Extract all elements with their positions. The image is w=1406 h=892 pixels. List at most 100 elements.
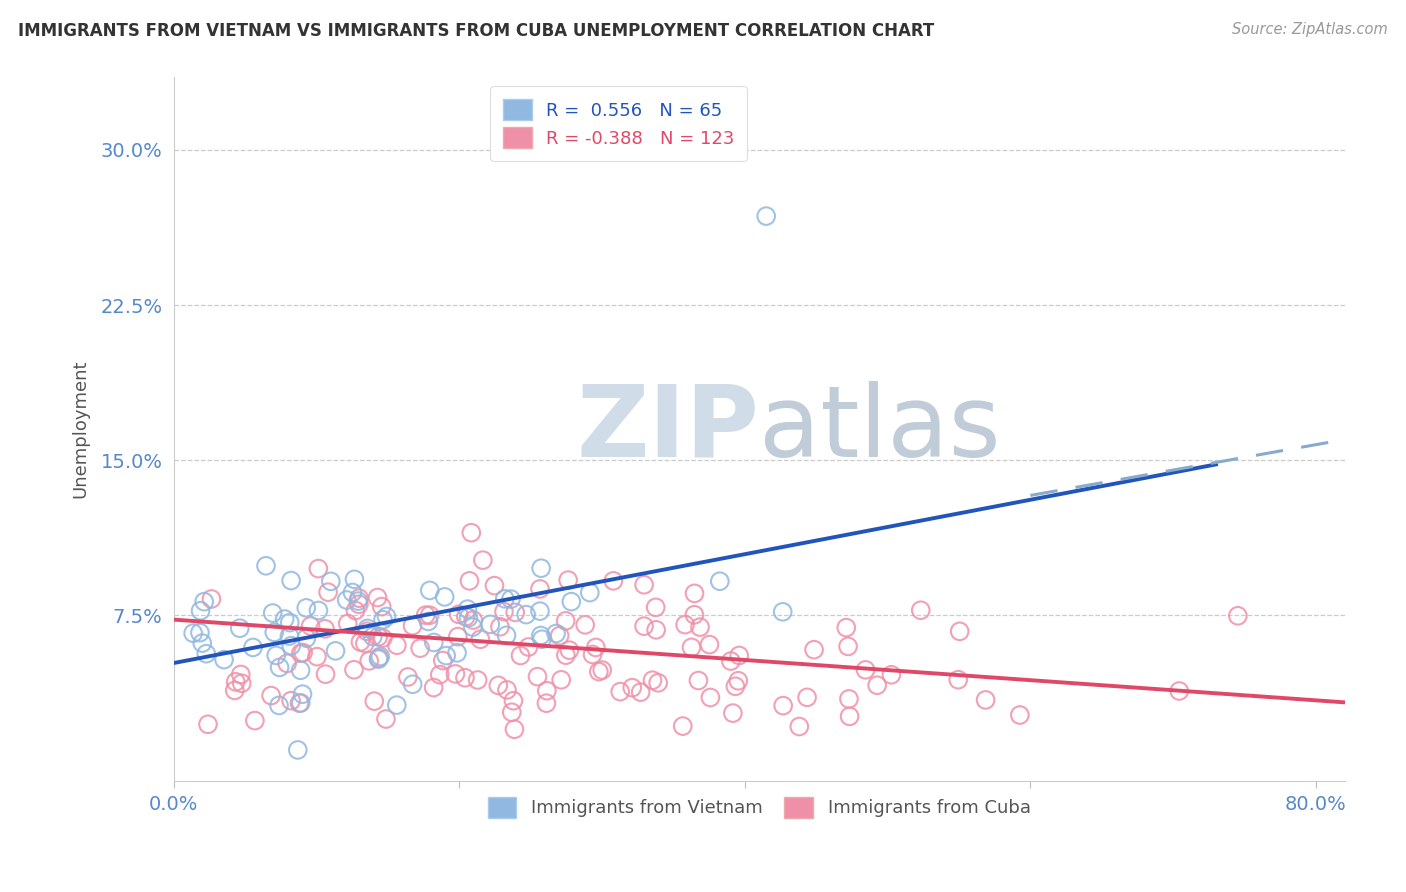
Point <box>630 685 652 699</box>
Point <box>647 675 669 690</box>
Point <box>457 602 479 616</box>
Point <box>486 678 509 692</box>
Point <box>720 654 742 668</box>
Point <box>499 592 522 607</box>
Point <box>264 648 287 663</box>
Point <box>554 614 576 628</box>
Point <box>641 673 664 688</box>
Point <box>307 561 329 575</box>
Point <box>672 719 695 733</box>
Point <box>347 597 370 611</box>
Point <box>299 619 322 633</box>
Point <box>444 666 467 681</box>
Point <box>368 651 391 665</box>
Point <box>367 652 389 666</box>
Point <box>530 561 553 575</box>
Point <box>280 694 302 708</box>
Point <box>835 621 858 635</box>
Point <box>396 670 419 684</box>
Point <box>197 717 219 731</box>
Point <box>368 649 391 664</box>
Point <box>460 525 482 540</box>
Point <box>385 698 408 712</box>
Point <box>243 714 266 728</box>
Point <box>554 648 576 663</box>
Point <box>536 696 558 710</box>
Point <box>188 625 211 640</box>
Point <box>689 620 711 634</box>
Point <box>673 617 696 632</box>
Point <box>315 667 337 681</box>
Point <box>454 671 477 685</box>
Point <box>721 706 744 720</box>
Point <box>492 605 515 619</box>
Point <box>418 615 440 629</box>
Point <box>375 609 398 624</box>
Point <box>195 647 218 661</box>
Point <box>509 648 531 663</box>
Point <box>724 679 747 693</box>
Point <box>588 665 610 679</box>
Point <box>727 673 749 688</box>
Point <box>699 638 721 652</box>
Point <box>359 654 381 668</box>
Point <box>530 628 553 642</box>
Point <box>288 696 311 710</box>
Point <box>803 642 825 657</box>
Point <box>501 705 523 719</box>
Point <box>371 613 394 627</box>
Point <box>621 681 644 695</box>
Point <box>1008 708 1031 723</box>
Point <box>529 604 551 618</box>
Point <box>579 585 602 599</box>
Point <box>280 639 302 653</box>
Point <box>409 641 432 656</box>
Point <box>517 640 540 654</box>
Point <box>273 612 295 626</box>
Point <box>423 635 446 649</box>
Point <box>502 694 524 708</box>
Point <box>772 698 794 713</box>
Point <box>457 610 479 624</box>
Point <box>546 626 568 640</box>
Point <box>550 673 572 687</box>
Point <box>463 613 485 627</box>
Point <box>290 663 312 677</box>
Point <box>347 591 370 606</box>
Point <box>190 604 212 618</box>
Point <box>688 673 710 688</box>
Point <box>254 558 277 573</box>
Point <box>1168 684 1191 698</box>
Point <box>269 660 291 674</box>
Point <box>280 574 302 588</box>
Point <box>838 692 860 706</box>
Point <box>496 682 519 697</box>
Point <box>342 585 364 599</box>
Point <box>699 690 721 705</box>
Point <box>191 636 214 650</box>
Point <box>574 617 596 632</box>
Point <box>343 663 366 677</box>
Point <box>415 608 437 623</box>
Point <box>402 677 425 691</box>
Point <box>581 648 603 662</box>
Point <box>772 605 794 619</box>
Point <box>609 684 631 698</box>
Point <box>755 209 778 223</box>
Point <box>454 609 477 624</box>
Point <box>361 630 384 644</box>
Point <box>292 646 315 660</box>
Point <box>290 696 312 710</box>
Point <box>503 606 526 620</box>
Point <box>278 629 301 643</box>
Point <box>193 595 215 609</box>
Point <box>181 626 204 640</box>
Point <box>429 667 451 681</box>
Point <box>229 621 252 635</box>
Point <box>385 638 408 652</box>
Point <box>305 649 328 664</box>
Point <box>489 620 512 634</box>
Point <box>471 553 494 567</box>
Legend: Immigrants from Vietnam, Immigrants from Cuba: Immigrants from Vietnam, Immigrants from… <box>481 789 1038 825</box>
Text: Source: ZipAtlas.com: Source: ZipAtlas.com <box>1232 22 1388 37</box>
